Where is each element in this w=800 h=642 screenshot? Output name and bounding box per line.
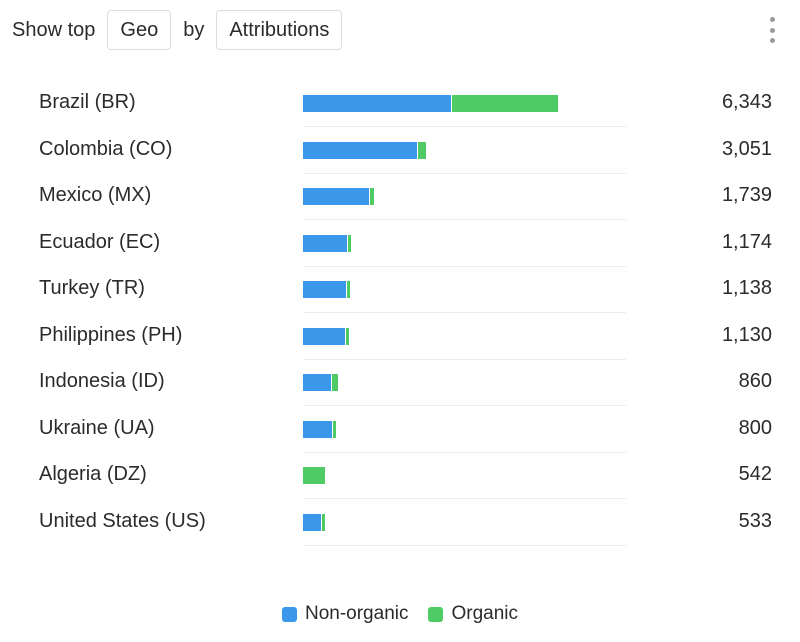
category-label: Ukraine (UA) (39, 416, 155, 439)
non-organic-bar[interactable] (303, 513, 322, 531)
non-organic-bar[interactable] (303, 234, 347, 252)
chart-row: Mexico (MX) 1,739 (0, 173, 800, 220)
row-divider (303, 219, 626, 220)
legend-label: Non-organic (304, 603, 409, 624)
organic-bar[interactable] (347, 281, 351, 298)
chart-legend: Non-organic Organic (0, 603, 800, 625)
row-divider (303, 544, 626, 546)
chart-row: Colombia (CO) 3,051 (0, 127, 800, 174)
row-divider (303, 265, 626, 267)
total-value: 860 (738, 370, 772, 392)
category-label: Turkey (TR) (39, 277, 145, 299)
row-divider (303, 312, 626, 313)
total-value: 1,174 (721, 230, 772, 253)
total-value: 1,739 (721, 184, 772, 206)
non-organic-bar[interactable] (303, 141, 418, 159)
total-value: 1,138 (721, 277, 772, 299)
row-divider (303, 172, 626, 174)
non-organic-bar[interactable] (303, 188, 370, 205)
legend-swatch (428, 606, 444, 622)
total-value: 1,130 (721, 323, 772, 346)
kebab-dot (769, 17, 775, 22)
dimension-selector[interactable]: Geo (107, 10, 172, 50)
total-value: 800 (738, 416, 772, 439)
non-organic-bar[interactable] (303, 95, 451, 112)
row-divider (303, 126, 626, 127)
organic-bar[interactable] (452, 95, 558, 112)
metric-selector[interactable]: Attributions (216, 10, 343, 50)
non-organic-bar[interactable] (303, 281, 347, 298)
organic-bar[interactable] (370, 188, 374, 205)
by-label: by (183, 18, 205, 41)
organic-bar[interactable] (322, 513, 326, 531)
category-label: Philippines (PH) (39, 323, 183, 346)
non-organic-bar[interactable] (303, 327, 346, 345)
chart-row: Algeria (DZ) 542 (0, 452, 800, 499)
category-label: United States (US) (39, 509, 206, 532)
category-label: Algeria (DZ) (39, 463, 147, 485)
category-label: Colombia (CO) (39, 137, 173, 160)
organic-bar[interactable] (333, 420, 337, 438)
legend-item[interactable]: Non-organic (281, 603, 409, 625)
row-divider (303, 451, 626, 453)
total-value: 533 (738, 509, 772, 532)
chart-row: United States (US) 533 (0, 499, 800, 546)
chart-row: Indonesia (ID) 860 (0, 359, 800, 406)
row-divider (303, 358, 626, 360)
category-label: Brazil (BR) (39, 91, 136, 113)
legend-label: Organic (451, 603, 519, 624)
organic-bar[interactable] (418, 141, 427, 159)
chart-row: Ecuador (EC) 1,174 (0, 220, 800, 267)
kebab-dot (769, 27, 775, 33)
total-value: 3,051 (721, 137, 772, 160)
legend-swatch (281, 606, 297, 622)
chart-row: Brazil (BR) 6,343 (0, 80, 800, 127)
organic-bar[interactable] (346, 327, 350, 345)
chart-row: Philippines (PH) 1,130 (0, 313, 800, 360)
organic-bar[interactable] (348, 234, 351, 252)
chart-row: Ukraine (UA) 800 (0, 406, 800, 453)
show-top-label: Show top (12, 18, 96, 41)
total-value: 6,343 (721, 91, 772, 113)
non-organic-bar[interactable] (303, 420, 333, 438)
category-label: Mexico (MX) (39, 184, 152, 206)
total-value: 542 (738, 463, 772, 485)
category-label: Indonesia (ID) (39, 370, 165, 392)
row-divider (303, 405, 626, 406)
organic-bar[interactable] (332, 374, 339, 391)
chart-row: Turkey (TR) 1,138 (0, 266, 800, 313)
organic-bar[interactable] (303, 467, 325, 484)
row-divider (303, 498, 626, 499)
chart-toolbar: Show top Geo by Attributions (12, 9, 784, 51)
non-organic-bar[interactable] (303, 374, 332, 391)
kebab-dot (769, 38, 775, 43)
category-label: Ecuador (EC) (39, 230, 161, 253)
legend-item[interactable]: Organic (428, 603, 518, 625)
more-options-icon[interactable] (760, 17, 784, 43)
